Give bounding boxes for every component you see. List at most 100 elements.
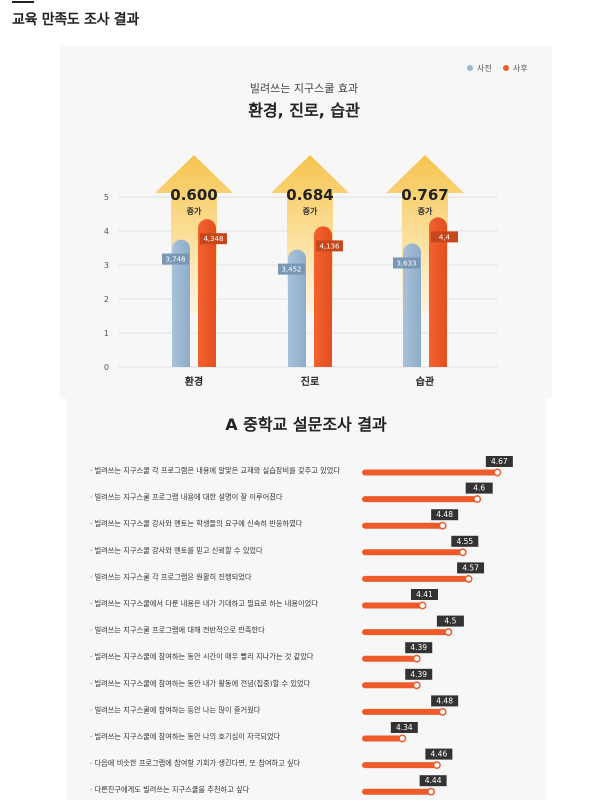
survey-value-label: 4.55 [456, 537, 473, 546]
survey-bar-end-dot [412, 681, 421, 690]
survey-item-label: · 빌려쓰는 지구스쿨에 참여하는 동안 나는 많이 즐거웠다 [90, 705, 261, 714]
increase-value: 0.767 [401, 186, 448, 204]
survey-bar-end-dot [464, 574, 473, 583]
survey-item-label: · 빌려쓰는 지구스쿨에서 다룬 내용은 내가 기대하고 필요로 하는 내용이었… [90, 599, 318, 608]
page-header: 교육 만족도 조사 결과 [12, 0, 592, 29]
pre-bar [288, 249, 306, 367]
pre-value-badge [393, 257, 420, 269]
legend-swatch-post [503, 65, 509, 71]
survey-value-badge [457, 562, 485, 574]
survey-bar-end-dot [427, 787, 436, 796]
increase-label: 증가 [418, 206, 433, 216]
chart1-legend: 사전 사후 [467, 63, 528, 73]
increase-value: 0.600 [170, 186, 217, 204]
survey-bar [362, 469, 498, 476]
survey-value-label: 4.39 [410, 670, 427, 679]
survey-item-label: · 빌려쓰는 지구스쿨 강사와 멘토를 믿고 신뢰할 수 있었다 [90, 546, 263, 555]
pre-value-label: 3,748 [165, 256, 185, 264]
survey-item-label: · 빌려쓰는 지구스쿨에 참여하는 동안 내가 활동에 전념(집중)할 수 있었… [90, 679, 311, 688]
legend-label-post: 사후 [513, 64, 528, 73]
effect-chart: 빌려쓰는 지구스쿨 효과 환경, 진로, 습관 사전 사후 0 1 2 3 4 5 0.6… [104, 63, 528, 388]
page-title: 교육 만족도 조사 결과 [12, 12, 139, 28]
survey-value-label: 4.44 [425, 776, 442, 785]
survey-bar [362, 522, 443, 529]
survey-value-label: 4.39 [410, 643, 427, 652]
survey-bar [362, 575, 469, 582]
survey-value-badge [485, 456, 513, 467]
survey-bar [362, 735, 403, 742]
survey-bar-end-dot [493, 468, 502, 477]
category-label: 습관 [416, 375, 435, 388]
survey-bar [362, 629, 449, 636]
survey-item-label: · 빌려쓰는 지구스쿨 프로그램에 대해 전반적으로 만족한다 [90, 626, 265, 635]
survey-value-badge [431, 509, 459, 521]
survey-bar [362, 788, 432, 795]
y-tick-label: 0 [104, 363, 109, 372]
increase-label: 증가 [303, 206, 318, 216]
category-label: 진로 [301, 375, 319, 388]
survey-value-label: 4.5 [444, 617, 456, 626]
survey-bar-end-dot [418, 601, 427, 610]
survey-item-label: · 빌려쓰는 지구스쿨에 참여하는 동안 나의 호기심이 자극되었다 [90, 732, 281, 741]
survey-value-label: 4.46 [431, 750, 448, 759]
survey-value-label: 4.48 [436, 510, 453, 519]
legend-swatch-pre [467, 65, 473, 71]
survey-item-label: · 빌려쓰는 지구스쿨 프로그램 내용에 대한 설명이 잘 이루어졌다 [90, 493, 283, 502]
y-tick-label: 3 [104, 261, 109, 270]
survey-value-badge [465, 482, 493, 494]
survey-bar [362, 762, 437, 769]
survey-item-label: · 빌려쓰는 지구스쿨에 참여하는 동안 시간이 매우 빨리 지나가는 것 같았… [90, 652, 314, 661]
post-bar [314, 226, 332, 367]
survey-value-badge [419, 775, 447, 787]
chart2-title: A 중학교 설문조사 결과 [225, 415, 387, 434]
increase-value: 0.684 [286, 186, 333, 204]
post-value-label: 4,136 [319, 242, 340, 250]
survey-chart-panel: A 중학교 설문조사 결과 · 빌려쓰는 지구스쿨 각 프로그램은 내용에 알맞… [66, 398, 546, 800]
survey-item-label: · 빌려쓰는 지구스쿨 각 프로그램은 내용에 알맞은 교재와 실습장비를 갖추… [90, 466, 340, 475]
survey-chart: A 중학교 설문조사 결과 · 빌려쓰는 지구스쿨 각 프로그램은 내용에 알맞… [90, 415, 513, 796]
pre-bar [403, 243, 421, 367]
survey-value-badge [405, 668, 433, 680]
y-tick-label: 1 [104, 329, 109, 338]
pre-value-badge [162, 253, 189, 265]
pre-value-label: 3,452 [281, 266, 301, 274]
survey-value-label: 4.67 [491, 457, 508, 466]
survey-bar [362, 708, 443, 715]
survey-bar [362, 655, 417, 662]
survey-bar-end-dot [432, 761, 441, 770]
chart1-subtitle: 빌려쓰는 지구스쿨 효과 [250, 82, 358, 95]
survey-bar-end-dot [473, 495, 482, 504]
post-bar [429, 217, 447, 367]
survey-value-badge [451, 535, 479, 547]
post-bar [198, 219, 216, 367]
pre-bar [172, 239, 190, 367]
post-value-badge [431, 231, 458, 243]
y-tick-label: 2 [104, 295, 109, 304]
category-label: 환경 [185, 375, 203, 388]
survey-value-badge [405, 642, 433, 654]
increase-arrow [271, 155, 349, 314]
survey-bar [362, 549, 463, 556]
survey-bar-end-dot [458, 548, 467, 557]
survey-value-label: 4.6 [473, 484, 485, 493]
chart1-title: 환경, 진로, 습관 [248, 101, 360, 120]
survey-value-badge [425, 748, 453, 760]
survey-bar [362, 602, 423, 609]
post-value-label: 4,4 [439, 233, 451, 241]
post-value-badge [316, 240, 343, 252]
header-rule [12, 1, 34, 3]
survey-bar-end-dot [438, 707, 447, 716]
survey-value-label: 4.41 [416, 590, 433, 599]
survey-item-label: · 빌려쓰는 지구스쿨 강사와 멘토는 학생들의 요구에 신속히 반응하였다 [90, 519, 303, 528]
survey-value-badge [431, 695, 459, 707]
survey-value-badge [410, 589, 438, 600]
legend-label-pre: 사전 [477, 63, 492, 73]
survey-bar-end-dot [398, 734, 407, 743]
survey-value-badge [390, 722, 418, 733]
survey-value-label: 4.34 [396, 723, 413, 732]
survey-bar-end-dot [438, 521, 447, 530]
post-value-badge [200, 233, 227, 245]
survey-bar [362, 682, 417, 689]
post-value-label: 4,348 [203, 235, 223, 243]
survey-item-label: · 다른친구에게도 빌려쓰는 지구스쿨을 추천하고 싶다 [90, 785, 250, 794]
